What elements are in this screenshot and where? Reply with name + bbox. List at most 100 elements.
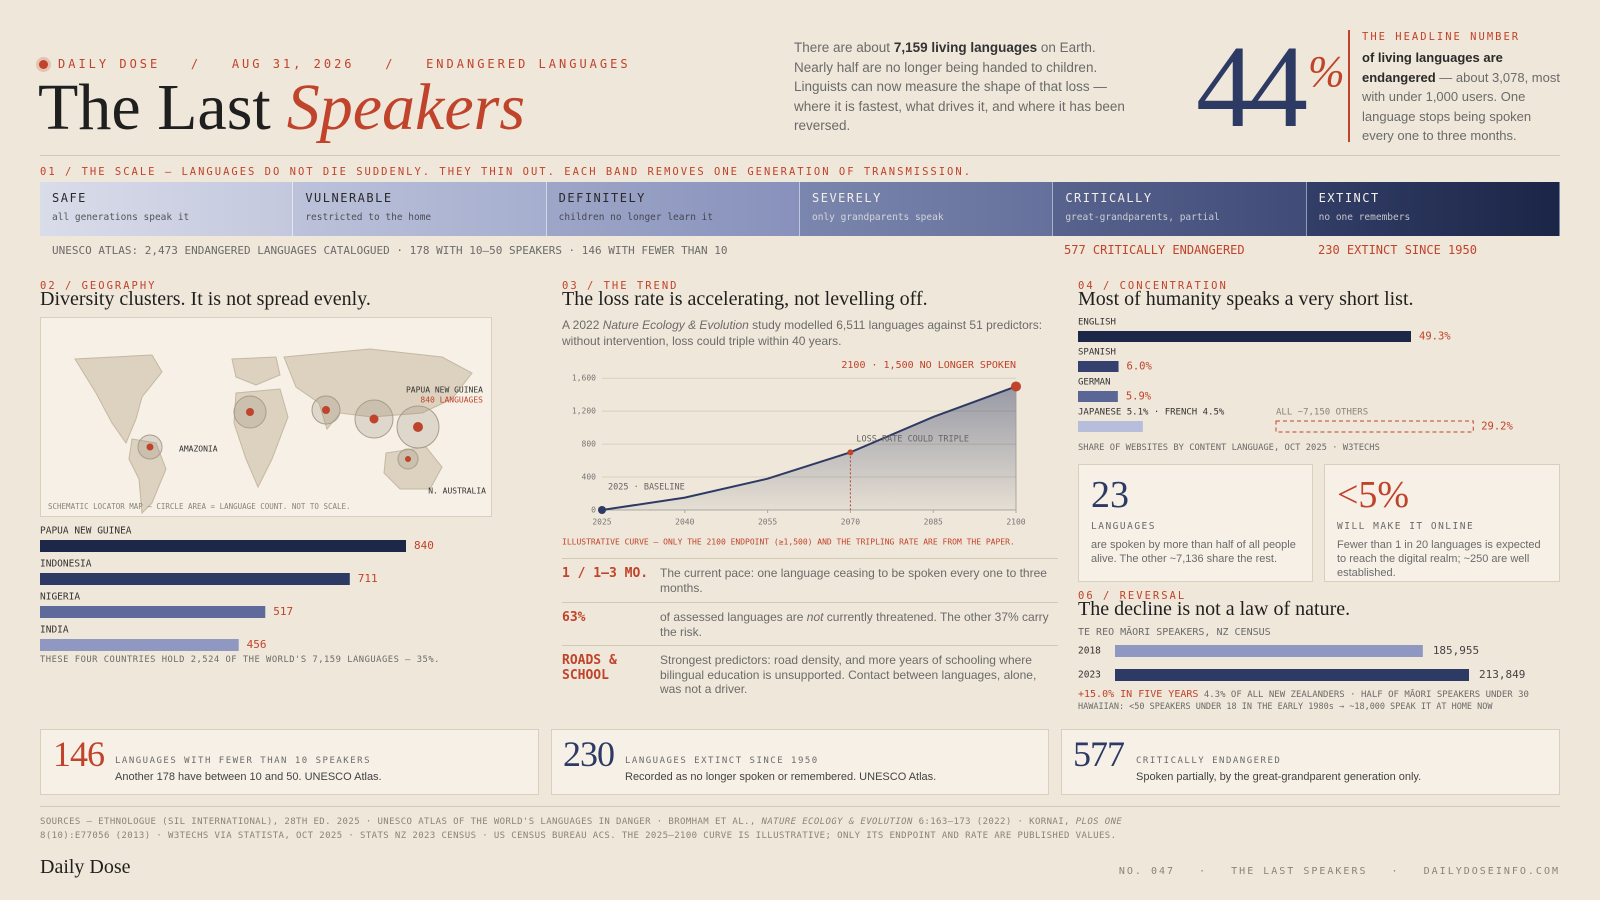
- chart-caption: ILLUSTRATIVE CURVE — ONLY THE 2100 ENDPO…: [562, 538, 1015, 547]
- headline-number: 44%: [1196, 22, 1345, 152]
- scale-note: 577 CRITICALLY ENDANGERED: [1064, 243, 1245, 257]
- title-emphasis: Speakers: [286, 71, 526, 144]
- stat-box: [40, 729, 539, 795]
- band-desc: only grandparents speak: [812, 212, 944, 223]
- chart-caption: SHARE OF WEBSITES BY CONTENT LANGUAGE, O…: [1078, 443, 1380, 453]
- x-tick-label: 2100: [1006, 518, 1025, 527]
- scale-band: SEVERELY only grandparents speak: [800, 182, 1054, 236]
- bar: [1115, 645, 1423, 657]
- geo-note: THESE FOUR COUNTRIES HOLD 2,524 OF THE W…: [40, 655, 440, 665]
- bar-label: JAPANESE 5.1% · FRENCH 4.5%: [1078, 408, 1225, 418]
- value-label: 29.2%: [1481, 421, 1513, 433]
- fact-text: Strongest predictors: road density, and …: [660, 653, 1060, 697]
- section-label: 06 / REVERSAL: [1078, 590, 1187, 602]
- annotation: 2100 · 1,500 NO LONGER SPOKEN: [841, 360, 1016, 371]
- y-tick-label: 400: [582, 473, 597, 482]
- band-desc: all generations speak it: [52, 212, 190, 223]
- point: [598, 506, 606, 514]
- reversal-note: +15.0% IN FIVE YEARS 4.3% OF ALL NEW ZEA…: [1078, 689, 1529, 700]
- value-label: 49.3%: [1419, 331, 1451, 343]
- sources: SOURCES — ETHNOLOGUE (SIL INTERNATIONAL)…: [40, 815, 1180, 843]
- bar-label: ALL ~7,150 OTHERS: [1276, 408, 1368, 418]
- title: The Last: [38, 71, 271, 144]
- band-name: DEFINITELY: [558, 191, 646, 205]
- x-tick-label: 2070: [841, 518, 860, 527]
- value-label: 517: [273, 605, 293, 618]
- text: currently threatened. The other 37% carr…: [660, 610, 1049, 639]
- headline-label: THE HEADLINE NUMBER: [1362, 31, 1521, 43]
- x-tick-label: 2085: [924, 518, 943, 527]
- text: A 2022: [562, 318, 603, 332]
- point: [1011, 381, 1021, 392]
- text: SOURCES — ETHNOLOGUE (SIL INTERNATIONAL)…: [40, 817, 762, 827]
- text: 6:163–173 (2022) · KORNAI,: [912, 817, 1076, 827]
- fact-key: 63%: [562, 610, 586, 625]
- band-name: VULNERABLE: [305, 191, 393, 205]
- bar-label: INDONESIA: [40, 559, 92, 570]
- stat-number: 230: [563, 734, 615, 774]
- note: 4.3% OF ALL NEW ZEALANDERS · HALF OF MĀO…: [1203, 690, 1529, 700]
- divider: [40, 155, 1560, 156]
- text: 8(10):E77056 (2013) · W3TECHS VIA STATIS…: [40, 831, 1117, 841]
- scale-bands: SAFE all generations speak it VULNERABLE re…: [40, 182, 1560, 236]
- bar: [1078, 421, 1143, 432]
- text: Strongest predictors: road density, and …: [660, 653, 1037, 696]
- journal: Nature Ecology & Evolution: [602, 318, 749, 332]
- map-frame: [40, 317, 492, 517]
- headline-rest: — about 3,078, most with under 1,000 use…: [1362, 69, 1560, 144]
- card-text: are spoken by more than half of all peop…: [1091, 539, 1296, 565]
- fact-text: of assessed languages are not currently …: [660, 610, 1060, 639]
- value-label: 456: [247, 638, 267, 651]
- scale-caption: 01 / THE SCALE — LANGUAGES DO NOT DIE SU…: [40, 166, 973, 178]
- band-desc: restricted to the home: [305, 212, 432, 223]
- section-label: 02 / GEOGRAPHY: [40, 280, 157, 292]
- chart-subtitle: TE REO MĀORI SPEAKERS, NZ CENSUS: [1078, 627, 1271, 638]
- fact-key: 1 / 1–3 MO.: [562, 566, 649, 581]
- main-title: The Last Speakers: [38, 70, 525, 146]
- bar-label: 2018: [1078, 646, 1101, 657]
- value-label: 185,955: [1433, 644, 1479, 657]
- band-desc: no one remembers: [1318, 212, 1411, 223]
- card-number: <5%: [1337, 474, 1410, 516]
- text: The current pace: one language ceasing t…: [660, 566, 1047, 595]
- bar-label: ENGLISH: [1078, 318, 1116, 328]
- bar: [40, 639, 239, 651]
- growth: +15.0% IN FIVE YEARS: [1078, 689, 1199, 700]
- y-tick-label: 0: [591, 506, 596, 515]
- trend-intro: A 2022 Nature Ecology & Evolution study …: [562, 317, 1062, 349]
- band-name: SAFE: [52, 191, 87, 205]
- annotation: LOSS RATE COULD TRIPLE: [856, 435, 969, 445]
- y-tick-label: 1,200: [572, 407, 596, 416]
- journal: PLOS ONE: [1075, 817, 1123, 827]
- band-name: SEVERELY: [812, 191, 882, 205]
- card: <5% WILL MAKE IT ONLINE Fewer than 1 in …: [1324, 464, 1560, 582]
- value-label: 840: [414, 539, 434, 552]
- bar: [1078, 391, 1118, 402]
- scale-band: VULNERABLE restricted to the home: [293, 182, 547, 236]
- x-tick-label: 2025: [592, 518, 611, 527]
- fact-rule: [562, 645, 1058, 646]
- stat-label: LANGUAGES WITH FEWER THAN 10 SPEAKERS: [115, 756, 371, 766]
- fact-rule: [562, 602, 1058, 603]
- scale-band: EXTINCT no one remembers: [1306, 182, 1560, 236]
- band-desc: great-grandparents, partial: [1065, 212, 1220, 223]
- stat-box: [551, 729, 1049, 795]
- emphasis: not: [806, 610, 824, 624]
- bar: [40, 573, 350, 585]
- scale-band: SAFE all generations speak it: [40, 182, 294, 236]
- value-label: 6.0%: [1127, 361, 1153, 373]
- fact-text: The current pace: one language ceasing t…: [660, 566, 1060, 595]
- section-title: The decline is not a law of nature.: [1078, 598, 1351, 620]
- stat-label: LANGUAGES EXTINCT SINCE 1950: [625, 756, 819, 766]
- band-name: EXTINCT: [1318, 191, 1380, 205]
- point: [847, 449, 854, 456]
- value-label: 711: [358, 572, 378, 585]
- stat-box: [1061, 729, 1560, 795]
- bar-label: GERMAN: [1078, 378, 1111, 388]
- text: of assessed languages are: [660, 610, 807, 624]
- card-label: LANGUAGES: [1091, 521, 1156, 532]
- bar-label: NIGERIA: [40, 592, 80, 603]
- journal: NATURE ECOLOGY & EVOLUTION: [761, 817, 913, 827]
